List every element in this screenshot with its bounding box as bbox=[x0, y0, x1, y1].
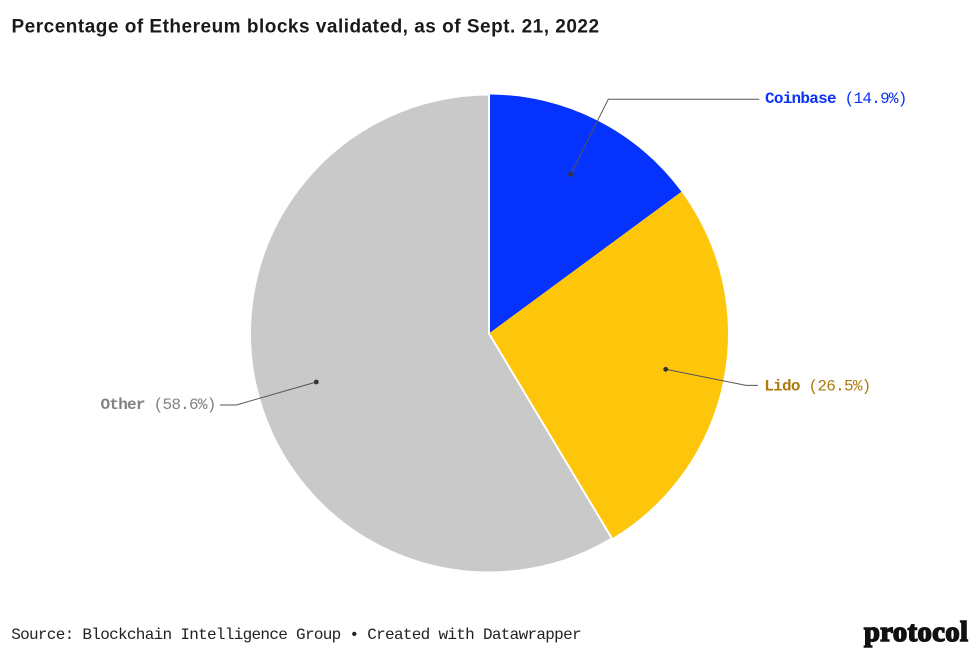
svg-text:Other (58.6%): Other (58.6%) bbox=[101, 396, 216, 414]
svg-text:Percentage of Ethereum blocks: Percentage of Ethereum blocks validated,… bbox=[12, 17, 600, 38]
svg-text:Source: Blockchain Intelligenc: Source: Blockchain Intelligence Group • … bbox=[11, 626, 581, 644]
svg-text:Coinbase (14.9%): Coinbase (14.9%) bbox=[765, 90, 907, 108]
svg-text:Lido (26.5%): Lido (26.5%) bbox=[764, 377, 870, 395]
svg-text:protocol: protocol bbox=[864, 617, 968, 648]
